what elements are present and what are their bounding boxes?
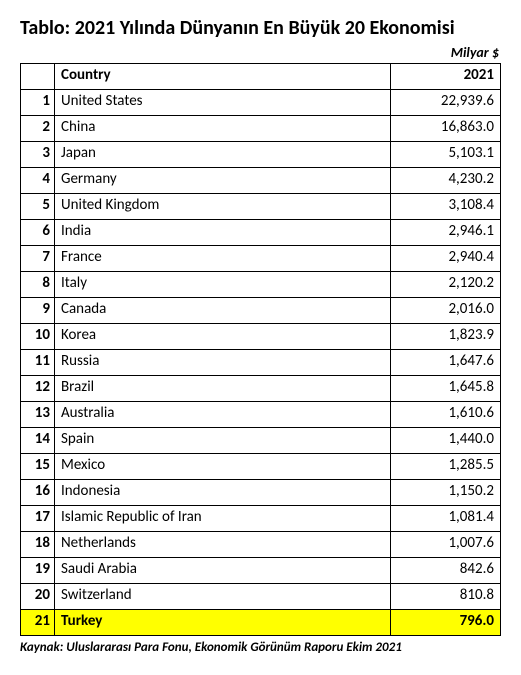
country-cell: Japan [55, 142, 391, 168]
country-cell: France [55, 246, 391, 272]
rank-cell: 16 [21, 480, 55, 506]
value-cell: 5,103.1 [391, 142, 501, 168]
country-cell: Australia [55, 402, 391, 428]
rank-cell: 17 [21, 506, 55, 532]
country-cell: Brazil [55, 376, 391, 402]
rank-cell: 14 [21, 428, 55, 454]
value-cell: 842.6 [391, 558, 501, 584]
rank-cell: 20 [21, 584, 55, 610]
country-cell: India [55, 220, 391, 246]
value-cell: 1,285.5 [391, 454, 501, 480]
country-cell: Islamic Republic of Iran [55, 506, 391, 532]
value-cell: 1,440.0 [391, 428, 501, 454]
rank-cell: 12 [21, 376, 55, 402]
rank-cell: 21 [21, 610, 55, 636]
economies-table: Country 2021 1United States22,939.62Chin… [20, 63, 501, 636]
value-cell: 1,645.8 [391, 376, 501, 402]
table-row: 5United Kingdom3,108.4 [21, 194, 501, 220]
value-cell: 810.8 [391, 584, 501, 610]
table-row: 21Turkey796.0 [21, 610, 501, 636]
table-row: 3Japan5,103.1 [21, 142, 501, 168]
unit-label: Milyar $ [20, 44, 501, 61]
value-cell: 2,120.2 [391, 272, 501, 298]
value-cell: 2,016.0 [391, 298, 501, 324]
rank-cell: 7 [21, 246, 55, 272]
value-cell: 1,823.9 [391, 324, 501, 350]
table-title: Tablo: 2021 Yılında Dünyanın En Büyük 20… [20, 16, 501, 40]
value-cell: 1,007.6 [391, 532, 501, 558]
header-rank [21, 64, 55, 90]
page-container: Tablo: 2021 Yılında Dünyanın En Büyük 20… [0, 0, 521, 675]
table-row: 7France2,940.4 [21, 246, 501, 272]
value-cell: 1,610.6 [391, 402, 501, 428]
country-cell: Germany [55, 168, 391, 194]
table-row: 18Netherlands1,007.6 [21, 532, 501, 558]
value-cell: 16,863.0 [391, 116, 501, 142]
country-cell: Switzerland [55, 584, 391, 610]
table-row: 20Switzerland810.8 [21, 584, 501, 610]
rank-cell: 8 [21, 272, 55, 298]
rank-cell: 11 [21, 350, 55, 376]
country-cell: Russia [55, 350, 391, 376]
rank-cell: 6 [21, 220, 55, 246]
value-cell: 22,939.6 [391, 90, 501, 116]
rank-cell: 9 [21, 298, 55, 324]
country-cell: Indonesia [55, 480, 391, 506]
rank-cell: 1 [21, 90, 55, 116]
country-cell: United States [55, 90, 391, 116]
header-year: 2021 [391, 64, 501, 90]
value-cell: 3,108.4 [391, 194, 501, 220]
table-row: 4Germany4,230.2 [21, 168, 501, 194]
table-row: 13Australia1,610.6 [21, 402, 501, 428]
value-cell: 796.0 [391, 610, 501, 636]
rank-cell: 13 [21, 402, 55, 428]
rank-cell: 18 [21, 532, 55, 558]
rank-cell: 10 [21, 324, 55, 350]
value-cell: 1,150.2 [391, 480, 501, 506]
table-row: 14Spain1,440.0 [21, 428, 501, 454]
rank-cell: 3 [21, 142, 55, 168]
table-row: 9Canada2,016.0 [21, 298, 501, 324]
table-row: 12Brazil1,645.8 [21, 376, 501, 402]
rank-cell: 19 [21, 558, 55, 584]
country-cell: Turkey [55, 610, 391, 636]
value-cell: 4,230.2 [391, 168, 501, 194]
rank-cell: 4 [21, 168, 55, 194]
country-cell: Canada [55, 298, 391, 324]
table-row: 1United States22,939.6 [21, 90, 501, 116]
value-cell: 1,081.4 [391, 506, 501, 532]
rank-cell: 15 [21, 454, 55, 480]
table-row: 10Korea1,823.9 [21, 324, 501, 350]
table-row: 2China16,863.0 [21, 116, 501, 142]
rank-cell: 2 [21, 116, 55, 142]
table-row: 6India2,946.1 [21, 220, 501, 246]
table-header-row: Country 2021 [21, 64, 501, 90]
value-cell: 1,647.6 [391, 350, 501, 376]
source-note: Kaynak: Uluslararası Para Fonu, Ekonomik… [20, 640, 501, 655]
country-cell: Korea [55, 324, 391, 350]
table-row: 19Saudi Arabia842.6 [21, 558, 501, 584]
value-cell: 2,940.4 [391, 246, 501, 272]
table-body: 1United States22,939.62China16,863.03Jap… [21, 90, 501, 636]
country-cell: China [55, 116, 391, 142]
country-cell: Netherlands [55, 532, 391, 558]
value-cell: 2,946.1 [391, 220, 501, 246]
table-row: 16Indonesia1,150.2 [21, 480, 501, 506]
country-cell: Spain [55, 428, 391, 454]
table-row: 17Islamic Republic of Iran1,081.4 [21, 506, 501, 532]
country-cell: Mexico [55, 454, 391, 480]
country-cell: Saudi Arabia [55, 558, 391, 584]
table-row: 11Russia1,647.6 [21, 350, 501, 376]
table-row: 8Italy2,120.2 [21, 272, 501, 298]
table-row: 15Mexico1,285.5 [21, 454, 501, 480]
rank-cell: 5 [21, 194, 55, 220]
country-cell: United Kingdom [55, 194, 391, 220]
header-country: Country [55, 64, 391, 90]
country-cell: Italy [55, 272, 391, 298]
